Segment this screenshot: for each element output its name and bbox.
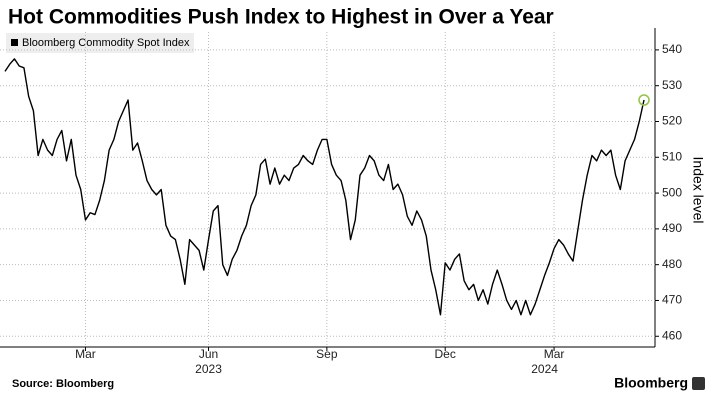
latest-point bbox=[638, 94, 650, 106]
source: Source: Bloomberg bbox=[12, 378, 114, 390]
y-tick-label: 460 bbox=[662, 328, 682, 342]
x-tick-label: Jun bbox=[199, 347, 218, 361]
y-tick-label: 480 bbox=[662, 257, 682, 271]
legend-label: Bloomberg Commodity Spot Index bbox=[22, 37, 190, 49]
brand: Bloomberg bbox=[614, 375, 688, 391]
y-tick-label: 500 bbox=[662, 185, 682, 199]
y-tick-label: 530 bbox=[662, 78, 682, 92]
legend-swatch bbox=[11, 39, 18, 46]
y-tick-label: 490 bbox=[662, 221, 682, 235]
y-axis-label: Index level bbox=[690, 157, 706, 224]
y-tick-label: 510 bbox=[662, 149, 682, 163]
y-tick-label: 540 bbox=[662, 42, 682, 56]
brand-icon bbox=[692, 377, 705, 390]
chart-title: Hot Commodities Push Index to Highest in… bbox=[8, 6, 554, 29]
data-line bbox=[4, 58, 645, 316]
x-tick-label: Mar bbox=[75, 347, 96, 361]
x-tick-label: Sep bbox=[316, 347, 338, 361]
x-tick-label: Dec bbox=[435, 347, 456, 361]
x-tick-label: Mar bbox=[544, 347, 565, 361]
y-tick-label: 470 bbox=[662, 293, 682, 307]
legend-box bbox=[6, 33, 194, 53]
x-year-label: 2024 bbox=[531, 362, 558, 376]
x-year-label: 2023 bbox=[195, 362, 222, 376]
y-tick-label: 520 bbox=[662, 114, 682, 128]
